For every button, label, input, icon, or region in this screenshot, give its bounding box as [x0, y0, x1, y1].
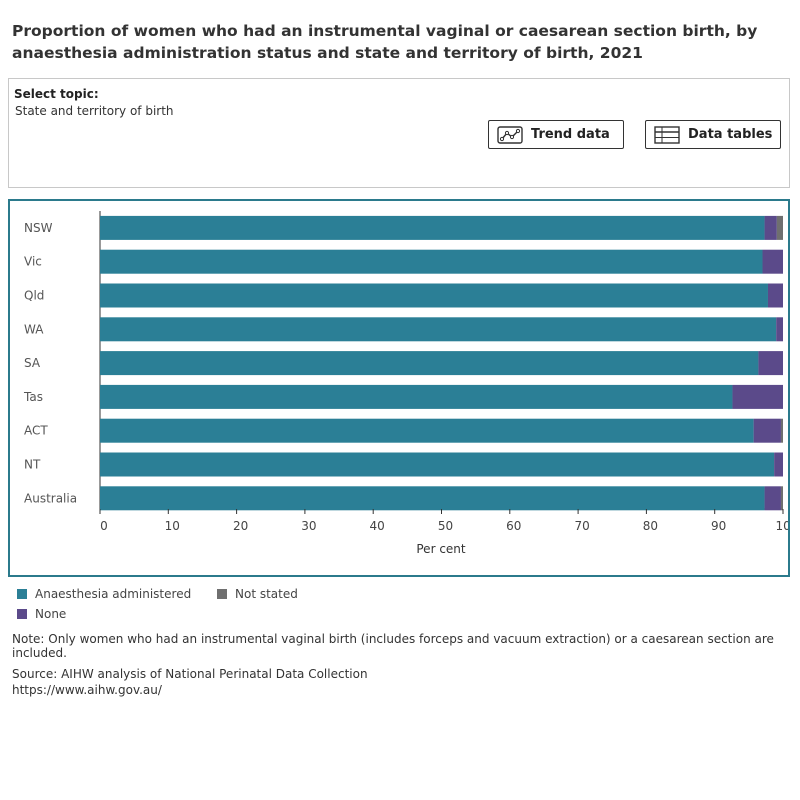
bar-act-not-stated [780, 418, 783, 443]
category-label-nsw: NSW [24, 221, 53, 235]
legend-swatch-none [17, 609, 27, 619]
bar-sa-none [758, 351, 783, 376]
chart-note: Note: Only women who had an instrumental… [12, 632, 774, 660]
bar-tas-anaesthesia-administered [100, 384, 733, 409]
stacked-bar-chart: NSW Vic Qld WA SA Tas ACT NT Australia 0 10 20 30 40 5… [23, 211, 788, 556]
topic-dropdown[interactable]: State and territory of birth [15, 104, 174, 118]
topic-label: Select topic: [14, 87, 99, 101]
bar-australia-not-stated [780, 486, 783, 511]
bar-sa-anaesthesia-administered [100, 351, 759, 376]
x-tick-label-50: 50 [438, 519, 453, 533]
source-link[interactable]: https://www.aihw.gov.au/ [12, 683, 162, 697]
bar-act-anaesthesia-administered [100, 418, 754, 443]
x-tick-label-80: 80 [643, 519, 658, 533]
x-tick-label-70: 70 [574, 519, 589, 533]
source-text: Source: AIHW analysis of National Perina… [12, 667, 368, 681]
x-tick-label-40: 40 [370, 519, 385, 533]
bar-qld-none [767, 283, 783, 308]
bar-nt-none [774, 452, 783, 477]
data-tables-button[interactable]: Data tables [645, 120, 781, 149]
legend-item-anaesthesia[interactable]: Anaesthesia administered [17, 587, 191, 601]
bar-nsw-none [764, 215, 777, 240]
table-icon [654, 125, 680, 144]
category-label-sa: SA [24, 356, 41, 370]
x-tick-label-0: 0 [100, 519, 108, 533]
trend-data-label: Trend data [531, 127, 610, 142]
bar-australia-none [764, 486, 781, 511]
legend-item-not-stated[interactable]: Not stated [217, 587, 298, 601]
chart-source: Source: AIHW analysis of National Perina… [12, 666, 368, 698]
chart-panel: NSW Vic Qld WA SA Tas ACT NT Australia 0 10 20 30 40 5… [8, 199, 790, 577]
trend-data-button[interactable]: Trend data [488, 120, 624, 149]
x-tick-label-90: 90 [711, 519, 726, 533]
bar-nsw-anaesthesia-administered [100, 215, 765, 240]
category-label-tas: Tas [23, 390, 43, 404]
legend-label-not-stated: Not stated [235, 587, 298, 601]
x-tick-label-100: 100 [776, 519, 788, 533]
x-axis-title: Per cent [416, 542, 466, 556]
x-tick-label-10: 10 [165, 519, 180, 533]
bar-act-none [753, 418, 781, 443]
legend-swatch-not-stated [217, 589, 227, 599]
category-label-nt: NT [24, 458, 41, 472]
trend-line-icon [497, 125, 523, 144]
category-label-act: ACT [24, 424, 48, 438]
bar-wa-anaesthesia-administered [100, 317, 777, 342]
category-label-vic: Vic [24, 255, 42, 269]
bar-vic-none [762, 249, 783, 274]
category-label-wa: WA [24, 322, 44, 336]
x-tick-label-60: 60 [506, 519, 521, 533]
bar-qld-anaesthesia-administered [100, 283, 768, 308]
bar-australia-anaesthesia-administered [100, 486, 765, 511]
legend-swatch-anaesthesia [17, 589, 27, 599]
x-tick-label-30: 30 [301, 519, 316, 533]
category-label-australia: Australia [24, 491, 77, 505]
bar-tas-none [732, 384, 783, 409]
category-label-qld: Qld [24, 289, 44, 303]
topic-selector-panel: Select topic: State and territory of bir… [8, 78, 790, 188]
x-tick-label-20: 20 [233, 519, 248, 533]
chart-title: Proportion of women who had an instrumen… [12, 22, 758, 62]
bar-nt-anaesthesia-administered [100, 452, 775, 477]
legend-item-none[interactable]: None [17, 607, 66, 621]
legend-label-none: None [35, 607, 67, 621]
bar-vic-anaesthesia-administered [100, 249, 763, 274]
data-tables-label: Data tables [688, 127, 773, 142]
bar-nsw-not-stated [776, 215, 783, 240]
legend-label-anaesthesia: Anaesthesia administered [35, 587, 192, 601]
bar-wa-none [776, 317, 783, 342]
